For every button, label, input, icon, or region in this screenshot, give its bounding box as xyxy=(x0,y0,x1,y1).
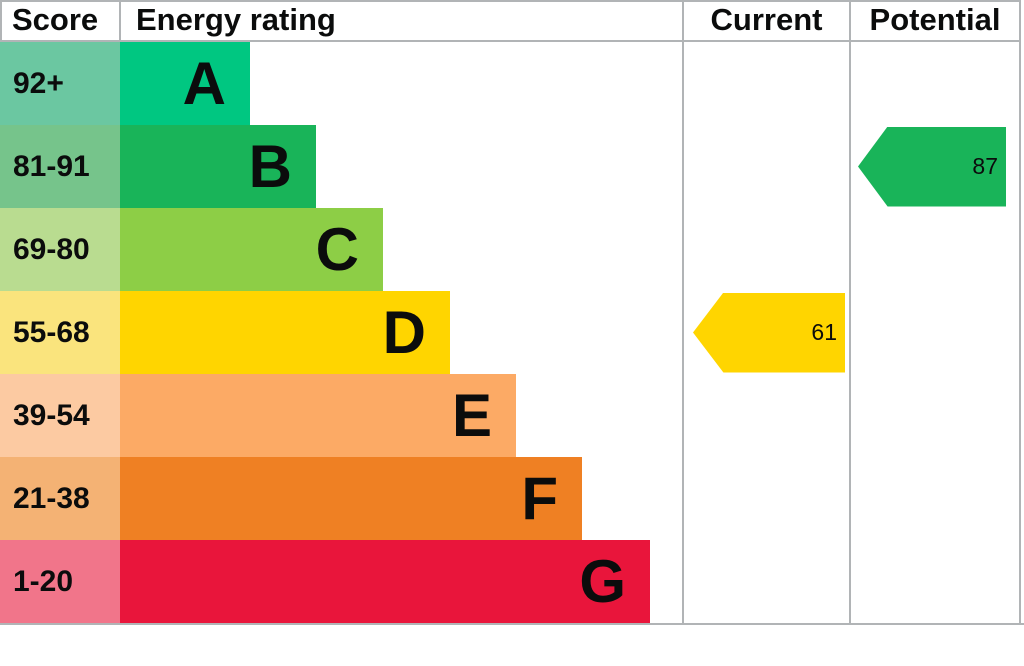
band-bar: D xyxy=(120,291,450,374)
table-right-border xyxy=(1019,0,1021,625)
band-bar: B xyxy=(120,125,316,208)
band-letter: G xyxy=(579,548,626,615)
band-bar: C xyxy=(120,208,383,291)
band-bar: A xyxy=(120,42,250,125)
band-bar: F xyxy=(120,457,582,540)
band-letter: D xyxy=(382,299,426,366)
table-top-border xyxy=(0,0,1021,2)
band-row: 81-91 B xyxy=(0,125,683,208)
potential-rating-value: 87 xyxy=(972,153,998,179)
band-score-range: 81-91 xyxy=(0,125,120,208)
band-letter: C xyxy=(315,216,359,283)
current-column-divider xyxy=(682,0,684,625)
band-score-range: 21-38 xyxy=(0,457,120,540)
band-bar: E xyxy=(120,374,516,457)
potential-rating-arrow: 87 xyxy=(858,126,1006,207)
score-column-header: Score xyxy=(12,2,99,37)
current-column-header: Current xyxy=(710,2,823,37)
band-score-range: 92+ xyxy=(0,42,120,125)
band-row: 55-68 D xyxy=(0,291,683,374)
band-score-range: 39-54 xyxy=(0,374,120,457)
band-letter: E xyxy=(451,382,492,449)
band-letter: B xyxy=(248,133,292,200)
current-rating-arrow: 61 xyxy=(693,292,845,373)
band-score-range: 69-80 xyxy=(0,208,120,291)
header-bottom-border xyxy=(0,40,1021,42)
band-letter: F xyxy=(521,465,558,532)
band-score-range: 1-20 xyxy=(0,540,120,623)
band-letter: A xyxy=(182,50,226,117)
band-score-range: 55-68 xyxy=(0,291,120,374)
potential-column-header: Potential xyxy=(869,2,1001,37)
header-left-border xyxy=(0,0,2,42)
score-column-divider xyxy=(119,0,121,42)
band-row: 1-20 G xyxy=(0,540,683,623)
current-rating-value: 61 xyxy=(811,319,837,345)
band-row: 21-38 F xyxy=(0,457,683,540)
potential-column-divider xyxy=(849,0,851,625)
band-bar: G xyxy=(120,540,650,623)
band-row: 69-80 C xyxy=(0,208,683,291)
energy-rating-column-header: Energy rating xyxy=(136,2,336,37)
band-row: 92+ A xyxy=(0,42,683,125)
band-rows: 92+ A 81-91 B 69-80 C 55-68 D 39-54 E 21-38 F 1-20 G xyxy=(0,42,683,623)
table-bottom-border xyxy=(0,623,1024,625)
band-row: 39-54 E xyxy=(0,374,683,457)
